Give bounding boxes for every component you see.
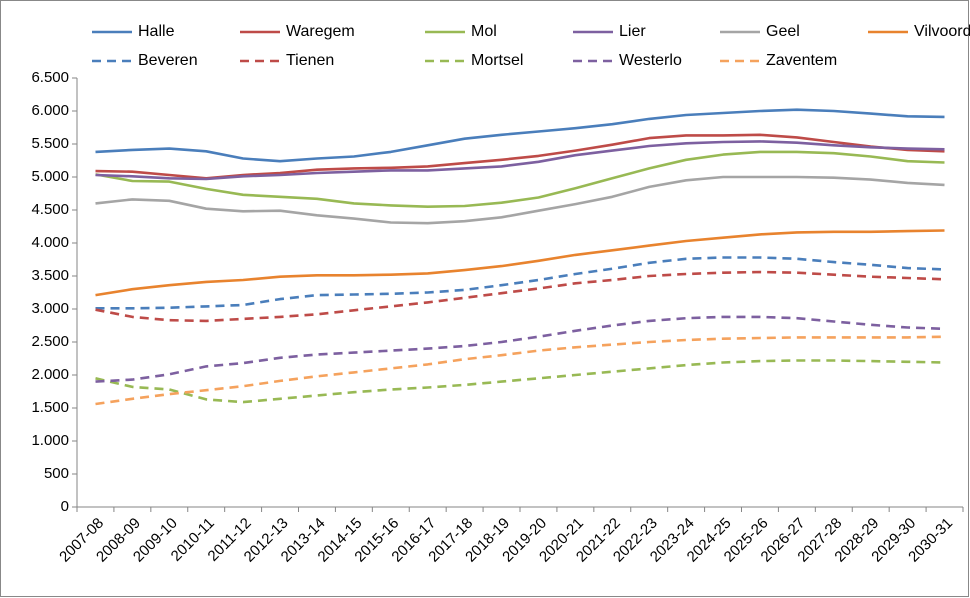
y-tick-label: 3.500	[31, 267, 69, 284]
y-tick-label: 0	[61, 498, 69, 515]
legend-label: Lier	[619, 23, 646, 40]
legend-label: Zaventem	[766, 52, 837, 69]
y-tick-label: 2.000	[31, 366, 69, 383]
series-line	[95, 256, 945, 310]
legend-label: Halle	[138, 23, 175, 40]
y-tick-label: 500	[44, 465, 69, 482]
y-tick-label: 4.500	[31, 201, 69, 218]
legend-label: Geel	[766, 23, 800, 40]
legend-label: Waregem	[286, 23, 355, 40]
series-line	[95, 270, 945, 323]
series-line	[95, 175, 945, 225]
y-tick-label: 2.500	[31, 333, 69, 350]
y-tick-label: 5.500	[31, 135, 69, 152]
series-line	[95, 108, 945, 163]
series-line	[95, 150, 945, 208]
legend-label: Tienen	[286, 52, 334, 69]
legend-label: Westerlo	[619, 52, 682, 69]
series-line	[95, 140, 945, 181]
y-tick-label: 4.000	[31, 234, 69, 251]
legend-label: Mortsel	[471, 52, 523, 69]
y-tick-label: 5.000	[31, 168, 69, 185]
y-tick-label: 1.500	[31, 399, 69, 416]
series-line	[95, 315, 945, 383]
series-line	[95, 229, 945, 297]
legend-label: Beveren	[138, 52, 198, 69]
y-tick-label: 1.000	[31, 432, 69, 449]
y-tick-label: 6.000	[31, 102, 69, 119]
y-tick-label: 6.500	[31, 69, 69, 86]
legend-label: Vilvoorde	[914, 23, 970, 40]
y-tick-label: 3.000	[31, 300, 69, 317]
legend-label: Mol	[471, 23, 497, 40]
series-line	[95, 359, 945, 404]
series-line	[95, 335, 945, 406]
